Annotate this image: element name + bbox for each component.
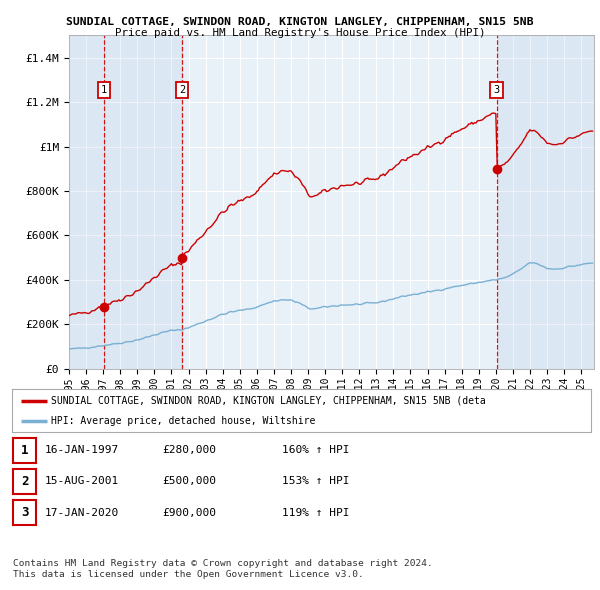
Text: This data is licensed under the Open Government Licence v3.0.: This data is licensed under the Open Gov… (13, 570, 364, 579)
Text: 16-JAN-1997: 16-JAN-1997 (45, 445, 119, 455)
Text: 119% ↑ HPI: 119% ↑ HPI (282, 508, 349, 517)
Text: £900,000: £900,000 (162, 508, 216, 517)
Text: SUNDIAL COTTAGE, SWINDON ROAD, KINGTON LANGLEY, CHIPPENHAM, SN15 5NB (deta: SUNDIAL COTTAGE, SWINDON ROAD, KINGTON L… (52, 396, 486, 406)
Text: Price paid vs. HM Land Registry's House Price Index (HPI): Price paid vs. HM Land Registry's House … (115, 28, 485, 38)
Text: 2: 2 (21, 475, 28, 488)
Text: SUNDIAL COTTAGE, SWINDON ROAD, KINGTON LANGLEY, CHIPPENHAM, SN15 5NB: SUNDIAL COTTAGE, SWINDON ROAD, KINGTON L… (66, 17, 534, 27)
Text: £500,000: £500,000 (162, 477, 216, 486)
Text: 2: 2 (179, 86, 185, 96)
Text: 17-JAN-2020: 17-JAN-2020 (45, 508, 119, 517)
Text: 1: 1 (21, 444, 28, 457)
Bar (69, 35, 104, 369)
Text: 15-AUG-2001: 15-AUG-2001 (45, 477, 119, 486)
Text: Contains HM Land Registry data © Crown copyright and database right 2024.: Contains HM Land Registry data © Crown c… (13, 559, 433, 568)
Text: 160% ↑ HPI: 160% ↑ HPI (282, 445, 349, 455)
Text: HPI: Average price, detached house, Wiltshire: HPI: Average price, detached house, Wilt… (52, 417, 316, 426)
Text: 153% ↑ HPI: 153% ↑ HPI (282, 477, 349, 486)
Text: £280,000: £280,000 (162, 445, 216, 455)
Bar (497, 35, 594, 369)
Text: 1: 1 (101, 86, 107, 96)
Text: 3: 3 (21, 506, 28, 519)
Text: 3: 3 (493, 86, 500, 96)
Bar (104, 35, 182, 369)
